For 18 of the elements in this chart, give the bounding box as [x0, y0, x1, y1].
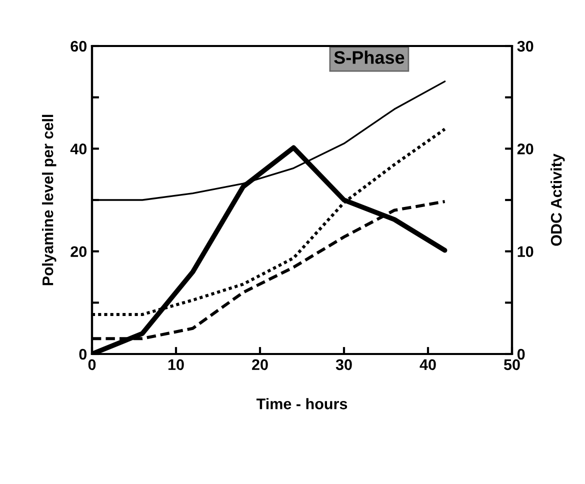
x-tick-label: 10 — [168, 359, 184, 370]
y2-tick-label: 20 — [517, 144, 534, 154]
y-tick-label: 20 — [70, 246, 87, 258]
x-tick-label: 0 — [88, 359, 96, 370]
y2-axis-title: ODC Activity — [550, 154, 565, 246]
y2-tick-label: 10 — [518, 246, 534, 258]
y2-tick-label: 0 — [517, 348, 525, 360]
y2-tick-label: 30 — [517, 40, 534, 52]
x-tick-label: 30 — [336, 359, 352, 370]
x-axis-title: Time - hours — [256, 398, 348, 410]
y-tick-label: 40 — [70, 144, 87, 154]
x-tick-label: 20 — [252, 359, 268, 370]
y-axis-title: Polyamine level per cell — [42, 114, 56, 286]
x-tick-label: 50 — [504, 359, 520, 370]
x-tick-label: 40 — [420, 359, 436, 370]
y-tick-label: 0 — [79, 348, 87, 360]
annotation: S-Phase — [334, 50, 404, 64]
y-tick-label: 60 — [70, 40, 87, 52]
